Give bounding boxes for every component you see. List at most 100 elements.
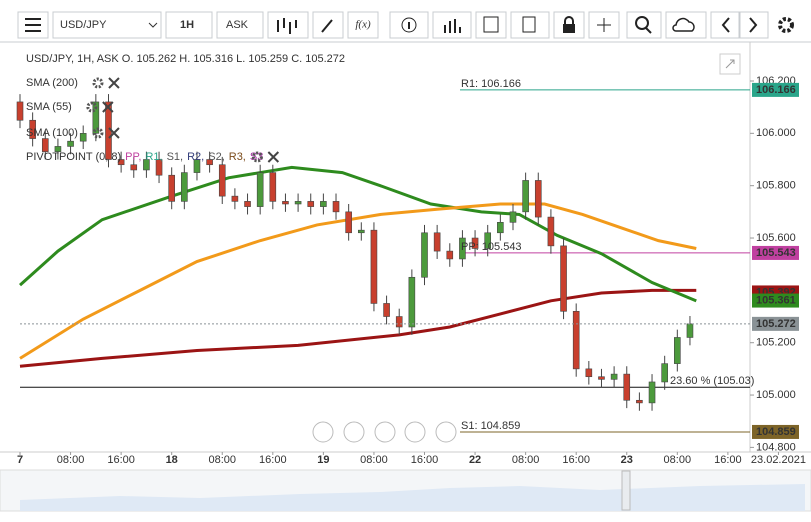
news-button[interactable] xyxy=(510,11,550,39)
remove-icon[interactable] xyxy=(108,127,120,139)
pivot-legend: PIVOTPOINT (0, 8) PP, R1, S1, R2, S2, R3, S3 xyxy=(26,151,263,163)
candle-body xyxy=(41,138,49,152)
x-tick-label: 23 xyxy=(621,454,633,466)
level-label: 23.60 % (105.03) xyxy=(670,375,754,387)
x-tick-label: 16:00 xyxy=(714,454,742,466)
candle-body xyxy=(598,376,605,380)
candle-body xyxy=(155,159,163,176)
nav-controls[interactable] xyxy=(312,421,457,443)
calendar-button[interactable] xyxy=(475,11,507,39)
prev-button[interactable] xyxy=(710,11,740,39)
cloud-button[interactable] xyxy=(665,11,707,39)
candle-body xyxy=(560,245,567,312)
settings-icon[interactable] xyxy=(251,151,263,163)
candle-body xyxy=(509,211,517,223)
remove-icon[interactable] xyxy=(102,101,114,113)
price-tag xyxy=(752,293,799,308)
candle-body xyxy=(67,140,74,147)
lock-button[interactable] xyxy=(553,11,585,39)
timeframe: 1H xyxy=(180,19,194,31)
candle-body xyxy=(244,201,251,207)
candle-body xyxy=(497,222,504,234)
candle-body xyxy=(433,232,441,252)
candle-body xyxy=(484,232,492,249)
x-tick-label: 08:00 xyxy=(664,454,692,466)
menu-button[interactable] xyxy=(17,11,49,39)
candle-body xyxy=(636,399,643,404)
plot-area xyxy=(16,89,750,433)
x-tick-label: 22 xyxy=(469,454,481,466)
candle-body xyxy=(383,303,390,317)
info-line: USD/JPY, 1H, ASK O. 105.262 H. 105.316 L… xyxy=(26,53,345,65)
remove-icon[interactable] xyxy=(108,77,120,89)
indicator-button[interactable]: f(x) xyxy=(347,11,379,39)
candles xyxy=(16,94,694,411)
remove-icon[interactable] xyxy=(267,151,280,163)
expand-button[interactable] xyxy=(719,53,741,75)
symbol: USD/JPY xyxy=(60,19,107,31)
legend-entry: SMA (200) xyxy=(26,77,78,89)
price-tag-label: 105.361 xyxy=(756,294,796,306)
navigator-area xyxy=(20,484,805,511)
candle-body xyxy=(143,159,150,171)
candle-body xyxy=(661,363,668,383)
x-tick-label: 18 xyxy=(166,454,178,466)
x-tick-label: 16:00 xyxy=(107,454,135,466)
y-tick-label: 106.000 xyxy=(756,127,796,139)
settings-icon[interactable] xyxy=(92,77,104,89)
price-type-select[interactable]: ASK xyxy=(216,11,264,39)
candle-body xyxy=(446,250,454,260)
candle-body xyxy=(282,201,289,205)
candle-body xyxy=(357,229,365,234)
pivot-part: R3, xyxy=(229,151,246,163)
info-button[interactable] xyxy=(389,11,429,39)
x-tick-label: 08:00 xyxy=(57,454,85,466)
resize-handle[interactable] xyxy=(12,270,16,288)
x-tick-label: 08:00 xyxy=(208,454,236,466)
settings-icon[interactable] xyxy=(92,127,104,139)
candle-body xyxy=(459,237,466,260)
zoom-button[interactable] xyxy=(626,11,662,39)
pivot-label: PIVOTPOINT (0, 8) xyxy=(26,151,121,163)
next-button[interactable] xyxy=(739,11,769,39)
symbol-select[interactable]: USD/JPY xyxy=(52,11,162,39)
indicator-line xyxy=(19,288,697,368)
price-tag-label: 105.272 xyxy=(756,318,796,330)
candle-body xyxy=(117,159,125,166)
settings-icon[interactable] xyxy=(86,101,98,113)
draw-button[interactable] xyxy=(312,11,344,39)
chart-type-button[interactable] xyxy=(267,11,309,39)
x-tick-label: 16:00 xyxy=(562,454,590,466)
candle-body xyxy=(54,146,62,152)
pivot-part: R2, xyxy=(187,151,204,163)
candle-body xyxy=(623,373,631,401)
y-tick-label: 105.200 xyxy=(756,337,796,349)
candle-body xyxy=(471,237,479,249)
pivot-part: R1, xyxy=(145,151,162,163)
volume-button[interactable] xyxy=(432,11,472,39)
candle-body xyxy=(307,201,315,207)
pivot-part: S1, xyxy=(167,151,184,163)
candle-body xyxy=(16,101,24,121)
candle-body xyxy=(421,232,428,278)
candle-body xyxy=(181,172,188,202)
x-tick-label: 16:00 xyxy=(259,454,287,466)
y-tick-label: 105.600 xyxy=(756,232,796,244)
settings-button[interactable] xyxy=(778,17,794,33)
y-tick-label: 105.800 xyxy=(756,180,796,192)
crosshair-button[interactable] xyxy=(588,11,620,39)
x-tick-label: 23.02.2021 xyxy=(751,454,806,466)
candle-body xyxy=(320,201,327,207)
navigator-handle[interactable] xyxy=(621,470,631,511)
candle-body xyxy=(130,164,138,171)
x-tick-label: 16:00 xyxy=(411,454,439,466)
legend-entry: SMA (100) xyxy=(26,127,78,139)
candle-body xyxy=(572,310,580,370)
candle-body xyxy=(370,229,378,304)
candle-body xyxy=(79,133,87,142)
price-tag-label: 105.543 xyxy=(756,247,796,259)
timeframe-select[interactable]: 1H xyxy=(165,11,213,39)
x-tick-label: 7 xyxy=(17,454,23,466)
